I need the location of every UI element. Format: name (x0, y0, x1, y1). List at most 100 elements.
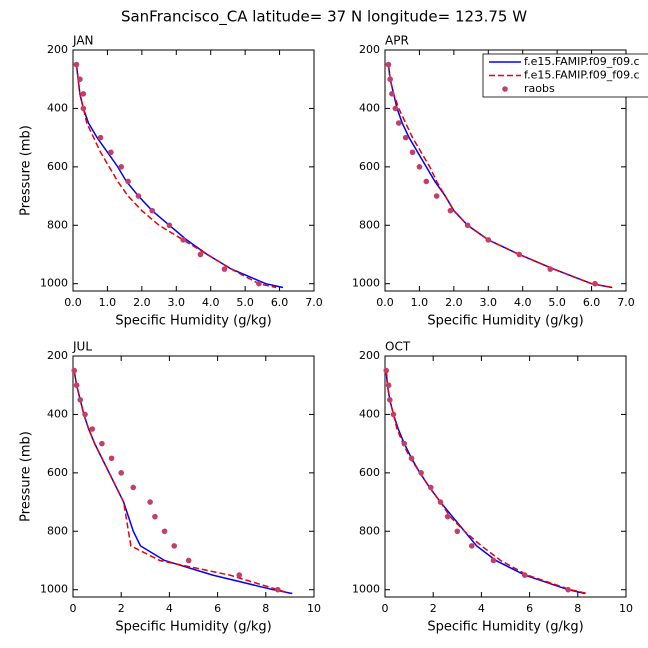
data-point (389, 91, 395, 97)
x-tick-label: 3.0 (480, 296, 498, 309)
x-tick-label: 6 (526, 602, 533, 615)
x-tick-label: 2.0 (133, 296, 151, 309)
y-tick-label: 600 (47, 160, 68, 173)
legend-label: raobs (524, 82, 555, 95)
data-point (77, 397, 84, 403)
data-point (149, 207, 155, 214)
x-tick-label: 1.0 (99, 296, 117, 309)
y-tick-label: 200 (47, 43, 68, 56)
y-tick-label: 200 (359, 43, 380, 56)
x-tick-label: 7.0 (617, 296, 635, 309)
panel-title: OCT (385, 340, 411, 354)
x-axis-label: Specific Humidity (g/kg) (115, 314, 271, 329)
data-point (392, 105, 399, 112)
x-tick-label: 0.0 (64, 296, 82, 309)
y-tick-label: 400 (47, 407, 68, 420)
y-tick-label: 1000 (40, 277, 68, 290)
y-tick-label: 200 (47, 349, 68, 362)
y-tick-label: 800 (359, 524, 380, 537)
x-tick-label: 2.0 (445, 296, 463, 309)
data-point (427, 484, 434, 491)
x-tick-label: 8 (262, 602, 269, 615)
y-tick-label: 400 (47, 101, 68, 114)
data-point (385, 382, 392, 389)
data-point (444, 513, 451, 520)
data-point (152, 513, 158, 520)
data-point (256, 280, 262, 287)
data-point (171, 543, 178, 549)
data-line (73, 370, 291, 595)
x-tick-label: 0.0 (376, 296, 394, 309)
y-tick-label: 600 (47, 466, 68, 479)
x-axis-label: Specific Humidity (g/kg) (115, 620, 271, 635)
data-point (147, 499, 153, 505)
data-point (408, 455, 415, 462)
data-point (73, 61, 80, 68)
x-tick-label: 0 (70, 602, 77, 615)
data-point (180, 237, 186, 243)
data-point (236, 572, 243, 578)
y-axis-label: Pressure (mb) (19, 125, 34, 216)
data-point (395, 120, 402, 126)
data-point (521, 572, 528, 578)
data-point (490, 557, 497, 564)
y-tick-label: 800 (47, 524, 68, 537)
x-tick-label: 1.0 (411, 296, 429, 309)
data-point (433, 193, 440, 199)
data-line (387, 64, 613, 289)
data-point (166, 222, 173, 229)
x-tick-label: 4.0 (202, 296, 220, 309)
data-point (409, 149, 416, 156)
data-point (161, 528, 168, 535)
data-point (73, 382, 80, 389)
data-point (135, 193, 142, 199)
y-tick-label: 1000 (352, 583, 380, 596)
y-tick-label: 600 (359, 160, 380, 173)
data-point (418, 470, 424, 476)
legend-label: f.e15.FAMIP.f09_f09.c (524, 55, 640, 68)
data-point (275, 586, 281, 593)
x-tick-label: 10 (619, 602, 633, 615)
legend-label: f.e15.FAMIP.f09_f09.c (524, 69, 640, 82)
data-point (387, 76, 393, 83)
x-tick-label: 7.0 (305, 296, 323, 309)
data-point (464, 222, 471, 229)
data-point (82, 411, 88, 418)
plot-frame (384, 49, 627, 292)
y-tick-label: 200 (359, 349, 380, 362)
data-point (71, 367, 78, 374)
data-point (221, 266, 228, 272)
y-tick-label: 400 (359, 407, 380, 420)
y-tick-label: 800 (47, 218, 68, 231)
data-point (592, 280, 598, 287)
x-tick-label: 4 (166, 602, 173, 615)
plot-frame (72, 49, 315, 292)
data-point (118, 470, 124, 476)
x-tick-label: 6 (214, 602, 221, 615)
plot-frame (72, 355, 315, 598)
data-point (402, 134, 409, 141)
data-point (516, 251, 523, 258)
data-point (447, 207, 454, 214)
x-tick-label: 8 (574, 602, 581, 615)
x-tick-label: 10 (307, 602, 321, 615)
data-point (118, 164, 124, 170)
x-tick-label: 4 (478, 602, 485, 615)
x-tick-label: 4.0 (514, 296, 532, 309)
data-point (89, 426, 96, 432)
x-tick-label: 2 (118, 602, 125, 615)
panel-title: APR (385, 34, 409, 48)
data-point (99, 440, 105, 447)
data-point (108, 455, 115, 462)
data-point (80, 105, 87, 112)
x-tick-label: 5.0 (548, 296, 566, 309)
data-point (565, 586, 571, 593)
data-point (401, 440, 408, 447)
x-tick-label: 2 (430, 602, 437, 615)
panel-title: JUL (72, 340, 92, 354)
y-tick-label: 1000 (40, 583, 68, 596)
plot-frame (384, 355, 627, 598)
y-tick-label: 800 (359, 218, 380, 231)
